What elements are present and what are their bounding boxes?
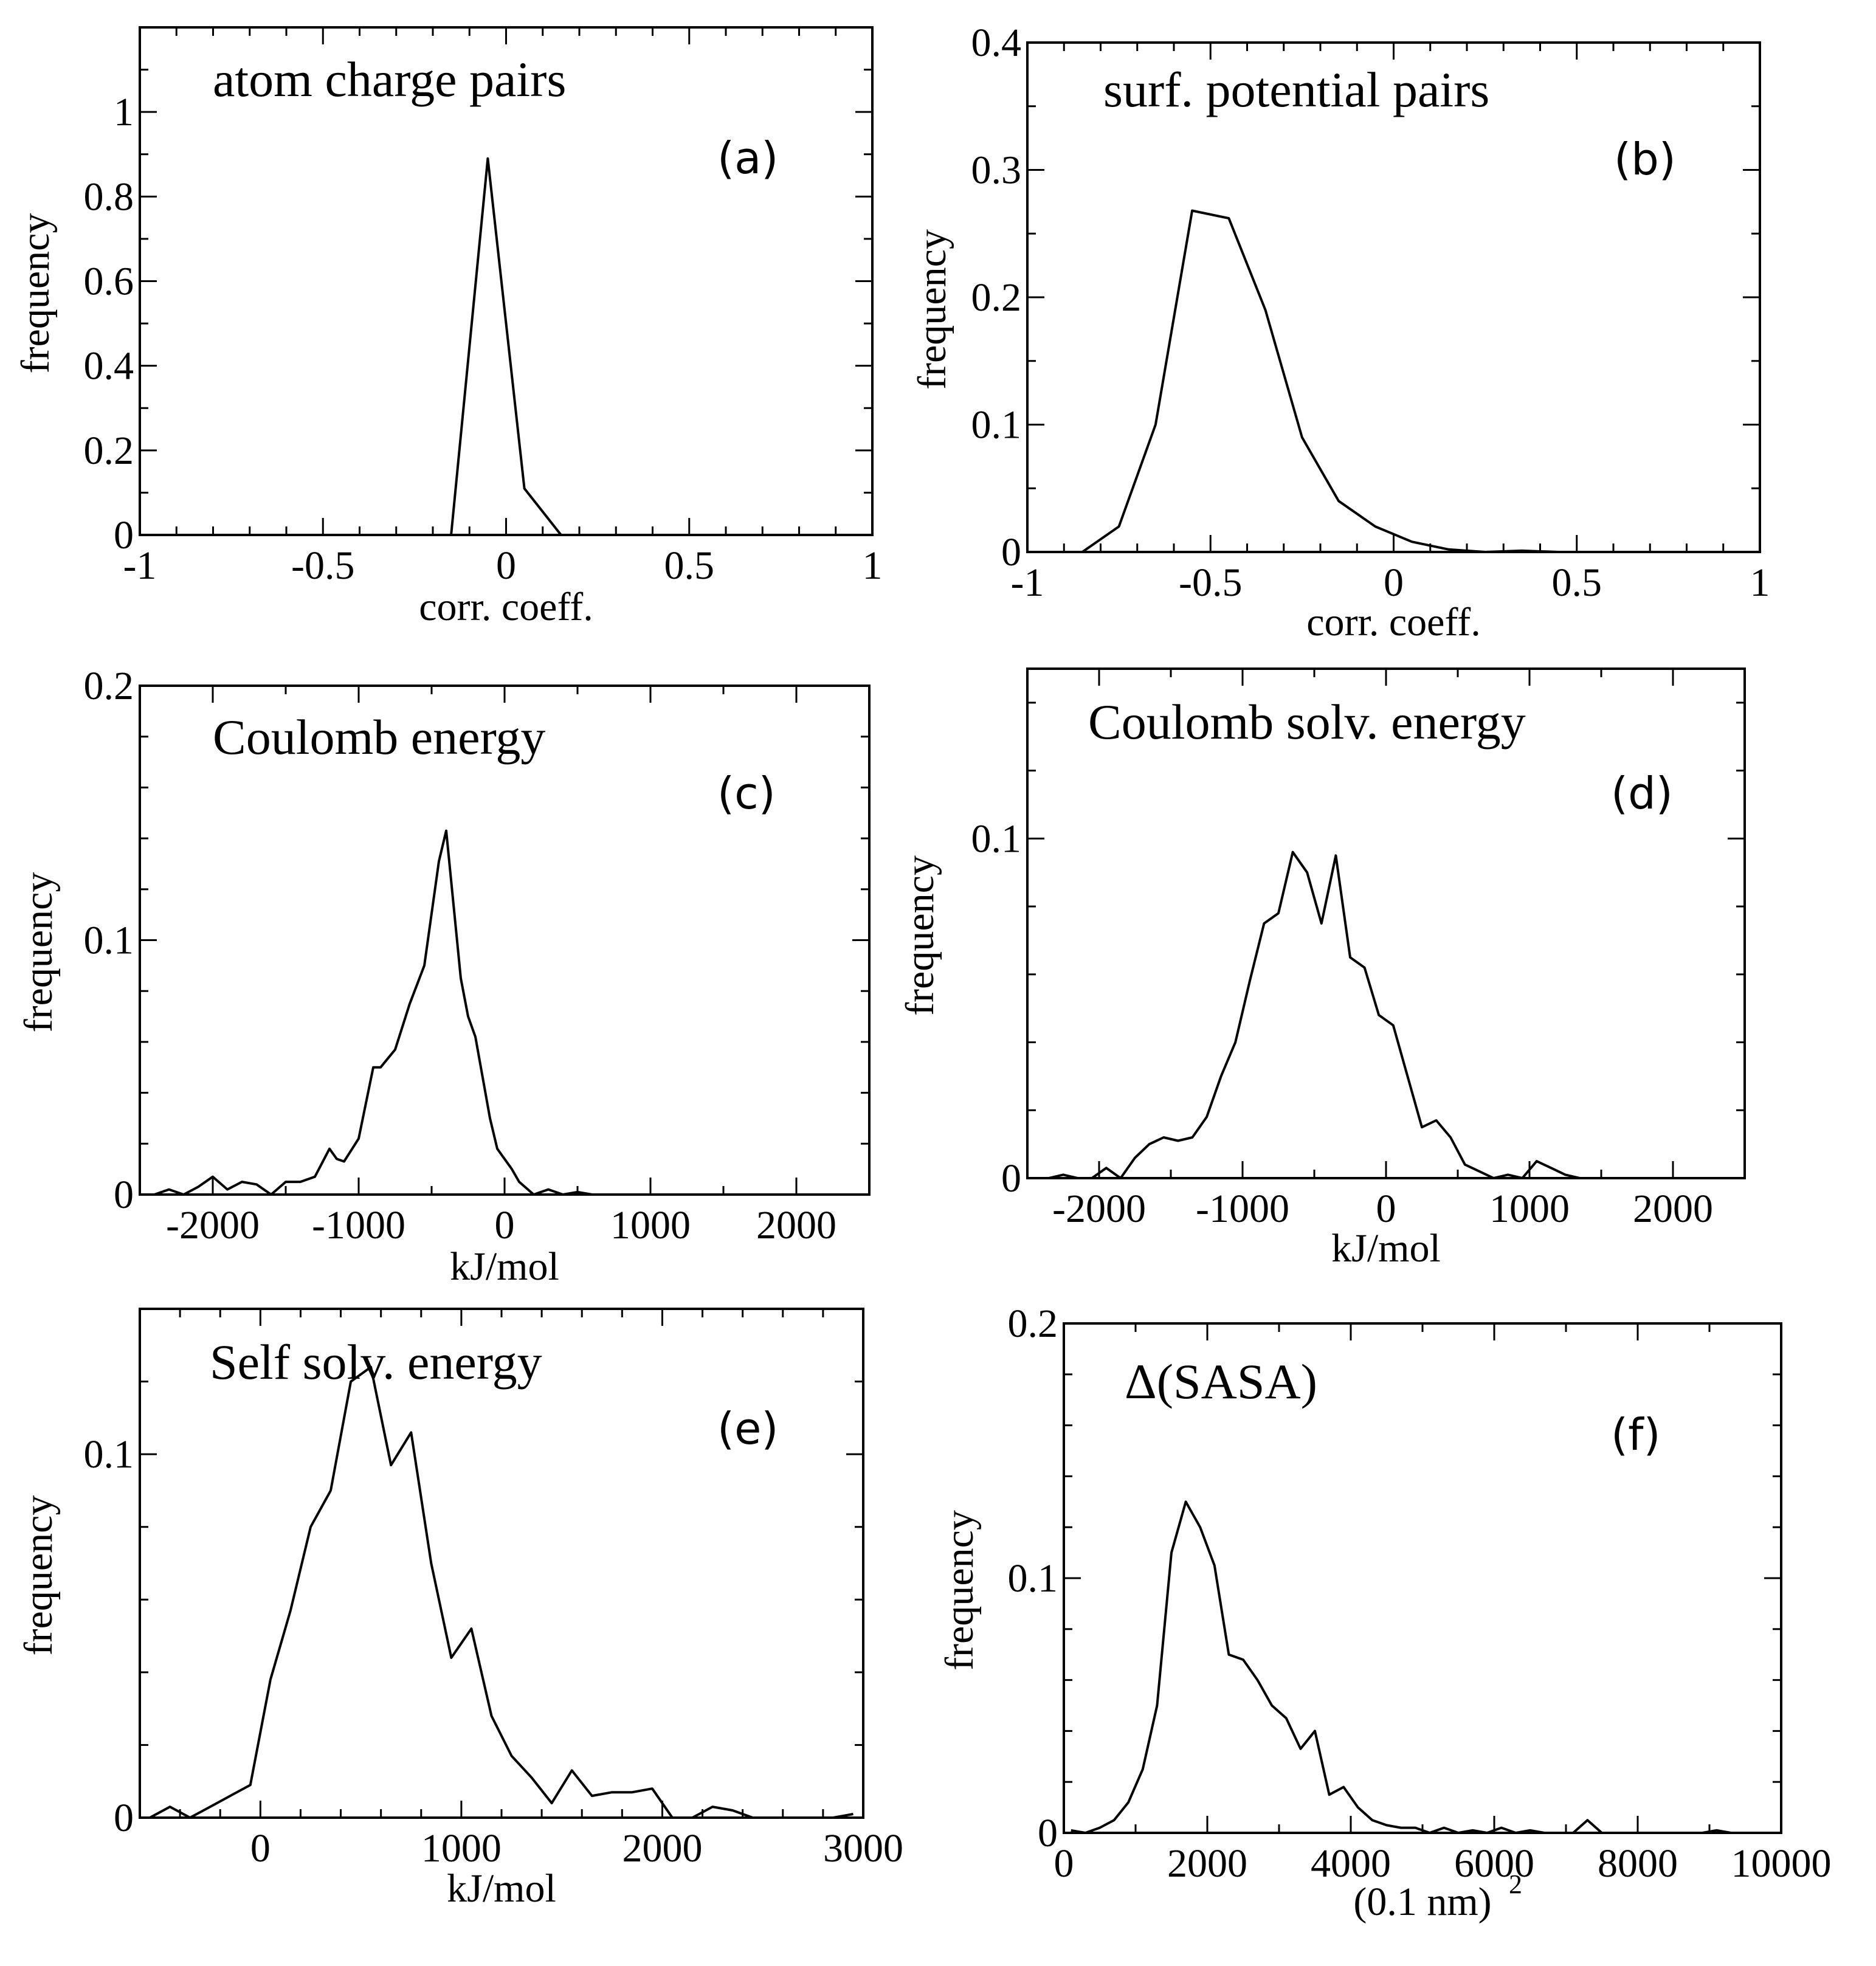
y-tick-label: 0.6 [84,260,134,304]
x-tick-label: -2000 [166,1203,260,1247]
y-tick-label: 0.2 [1008,1302,1058,1346]
x-tick-label: -1 [1011,560,1044,605]
x-tick-label: 0 [1054,1841,1074,1886]
x-tick-label: 0 [1376,1187,1396,1231]
y-tick-label: 0 [1001,530,1021,574]
y-tick-label: 0.1 [84,1432,134,1477]
x-tick-label: -0.5 [1179,560,1242,605]
y-tick-label: 0 [114,1173,134,1217]
x-tick-label: 0 [495,1203,515,1247]
x-tick-label: 0.5 [1552,560,1602,605]
panel-e: 0 1000 2000 3000 0 0.1 kJ/mol frequency Self sol… [16,1308,903,1911]
x-axis-label: corr. coeff. [1306,600,1480,644]
y-tick-label: 0 [1038,1811,1058,1855]
y-tick-label: 0.1 [84,919,134,963]
panel-label: (a) [717,133,778,184]
x-tick-label: -1000 [1196,1187,1289,1231]
x-tick-label: 2000 [756,1203,836,1247]
chart-title: Coulomb energy [213,709,545,765]
x-axis-label: kJ/mol [450,1244,559,1289]
panel-c: -2000 -1000 0 1000 2000 0 0.1 0.2 kJ/mol frequenc… [16,664,871,1289]
panel-label: (d) [1611,768,1673,819]
panel-f: 0 2000 4000 6000 8000 10000 0 0.1 0.2 (0.1 nm) 2 fr… [937,1302,1832,1924]
x-tick-label: 3000 [823,1826,903,1871]
x-tick-label: 1 [863,543,883,588]
x-tick-label: 10000 [1731,1841,1832,1886]
series-line [154,829,869,1195]
x-tick-label: 6000 [1454,1841,1534,1886]
x-tick-label: 2000 [622,1826,702,1871]
y-axis-label: frequency [910,229,954,390]
y-tick-label: 1 [114,90,134,134]
series-line [1071,1500,1760,1833]
x-tick-label: -1 [123,543,157,588]
panel-d: -2000 -1000 0 1000 2000 0 0.1 kJ/mol frequency Co… [898,667,1746,1271]
panel-label: (c) [717,768,776,819]
y-tick-label: 0.1 [1008,1556,1058,1601]
x-tick-label: 0 [1384,560,1404,605]
x-tick-label: 1000 [1489,1187,1570,1231]
y-axis-label: frequency [16,1495,61,1656]
x-axis-label: kJ/mol [1331,1226,1441,1271]
panel-label: (b) [1614,134,1676,185]
x-tick-label: 8000 [1598,1841,1678,1886]
series-line [1034,850,1595,1178]
x-axis-label: (0.1 nm) [1353,1880,1491,1924]
y-axis-label: frequency [898,855,942,1016]
y-tick-label: 0.4 [84,344,134,388]
y-axis-label: frequency [937,1510,982,1671]
x-axis-label: corr. coeff. [419,585,593,629]
panel-label: (e) [717,1403,778,1454]
x-tick-label: 1000 [610,1203,691,1247]
x-tick-label: 0 [250,1826,271,1871]
x-tick-label: 4000 [1311,1841,1391,1886]
series-line [140,157,872,535]
x-tick-label: -0.5 [291,543,354,588]
y-axis-label: frequency [16,872,61,1033]
x-tick-label: 2000 [1167,1841,1247,1886]
panel-a: -1 -0.5 0 0.5 1 0 0.2 0.4 0.6 0.8 1 corr. coeff. fre… [13,26,883,629]
x-axis-label: kJ/mol [447,1866,556,1911]
y-tick-label: 0.2 [971,275,1022,320]
x-axis-label-superscript: 2 [1509,1869,1522,1899]
y-tick-label: 0.2 [84,664,134,708]
y-tick-label: 0 [114,1796,134,1840]
x-tick-label: -1000 [312,1203,405,1247]
chart-title: atom charge pairs [213,52,566,107]
series-line [1046,209,1595,552]
x-tick-label: -2000 [1052,1187,1146,1231]
y-tick-label: 0.1 [971,403,1022,447]
y-tick-label: 0 [114,513,134,557]
series-line [149,1365,854,1818]
chart-title: Coulomb solv. energy [1088,694,1526,750]
y-tick-label: 0.8 [84,174,134,219]
x-tick-label: 1000 [421,1826,502,1871]
x-tick-label: 0 [496,543,516,588]
x-tick-label: 0.5 [664,543,715,588]
chart-title: Self solv. energy [210,1334,542,1390]
chart-title: Δ(SASA) [1125,1354,1317,1409]
chart-title: surf. potential pairs [1103,62,1489,117]
x-tick-label: 2000 [1633,1187,1713,1231]
y-tick-label: 0.3 [971,148,1022,193]
x-tick-label: 1 [1750,560,1770,605]
y-tick-label: 0 [1001,1156,1021,1201]
y-tick-label: 0.2 [84,429,134,473]
y-tick-label: 0.1 [971,816,1022,861]
panel-label: (f) [1611,1409,1661,1460]
panel-b: -1 -0.5 0 0.5 1 0 0.1 0.2 0.3 0.4 corr. coeff. freq… [910,21,1770,644]
y-axis-label: frequency [13,213,58,374]
y-tick-label: 0.4 [971,21,1022,65]
